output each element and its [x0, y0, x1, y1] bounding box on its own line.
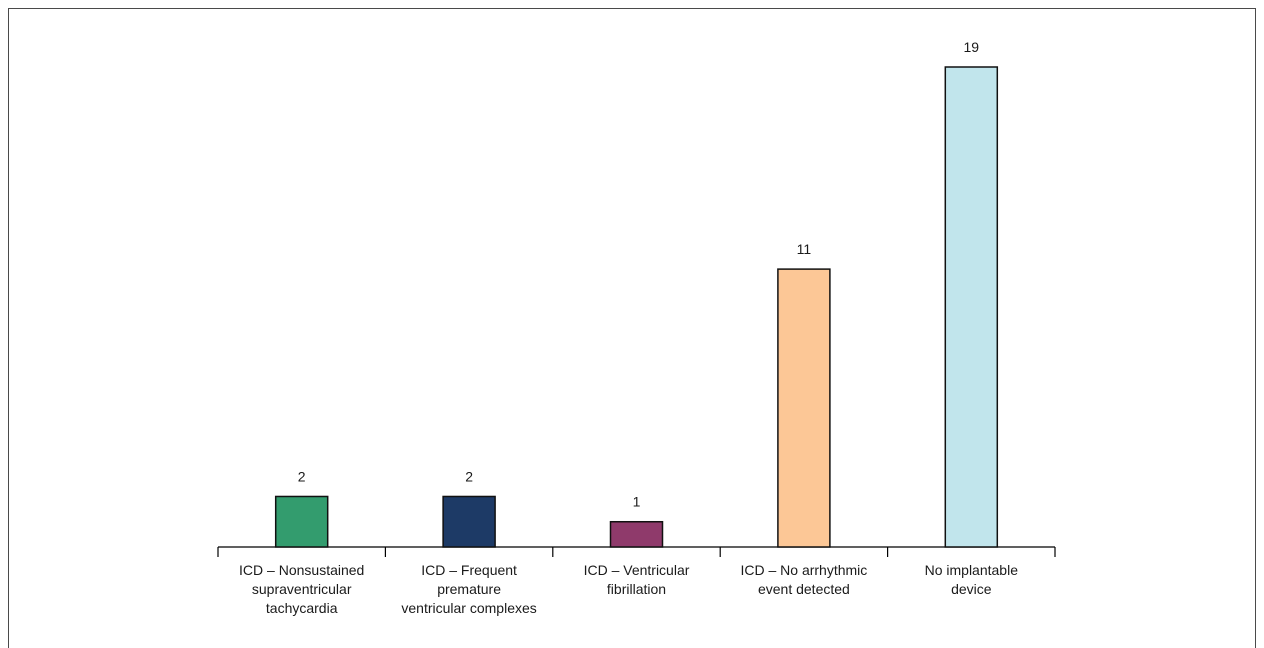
category-label-line: event detected	[758, 581, 850, 597]
value-label-3: 1	[633, 494, 641, 510]
value-label-1: 2	[298, 468, 306, 484]
category-label-line: No implantable	[925, 562, 1019, 578]
category-label-3: ICD – Ventricular fibrillation	[584, 562, 690, 597]
chart-frame	[8, 8, 1256, 648]
category-label-line: ICD – Nonsustained	[239, 562, 364, 578]
category-label-line: supraventricular	[252, 581, 352, 597]
category-label-5: No implantable device	[925, 562, 1019, 597]
bar-5	[944, 66, 999, 548]
bar-1	[274, 495, 329, 548]
category-label-line: device	[951, 581, 992, 597]
category-label-4: ICD – No arrhythmic event detected	[740, 562, 867, 597]
category-label-line: premature	[437, 581, 501, 597]
category-label-line: ICD – Frequent	[421, 562, 517, 578]
bar-4	[777, 268, 831, 548]
category-label-line: ICD – Ventricular	[584, 562, 690, 578]
category-label-1: ICD – Nonsustained supraventricular tachyc…	[239, 562, 364, 616]
value-label-5: 19	[964, 39, 980, 55]
category-label-line: fibrillation	[607, 581, 666, 597]
category-label-2: ICD – Frequent premature ventricular compl…	[401, 562, 536, 616]
category-label-line: ICD – No arrhythmic	[740, 562, 867, 578]
category-label-line: ventricular complexes	[401, 600, 536, 616]
value-label-2: 2	[465, 468, 473, 484]
category-label-line: tachycardia	[266, 600, 338, 616]
bar-3	[609, 520, 664, 548]
value-label-4: 11	[797, 241, 812, 257]
bar-2	[442, 495, 496, 548]
